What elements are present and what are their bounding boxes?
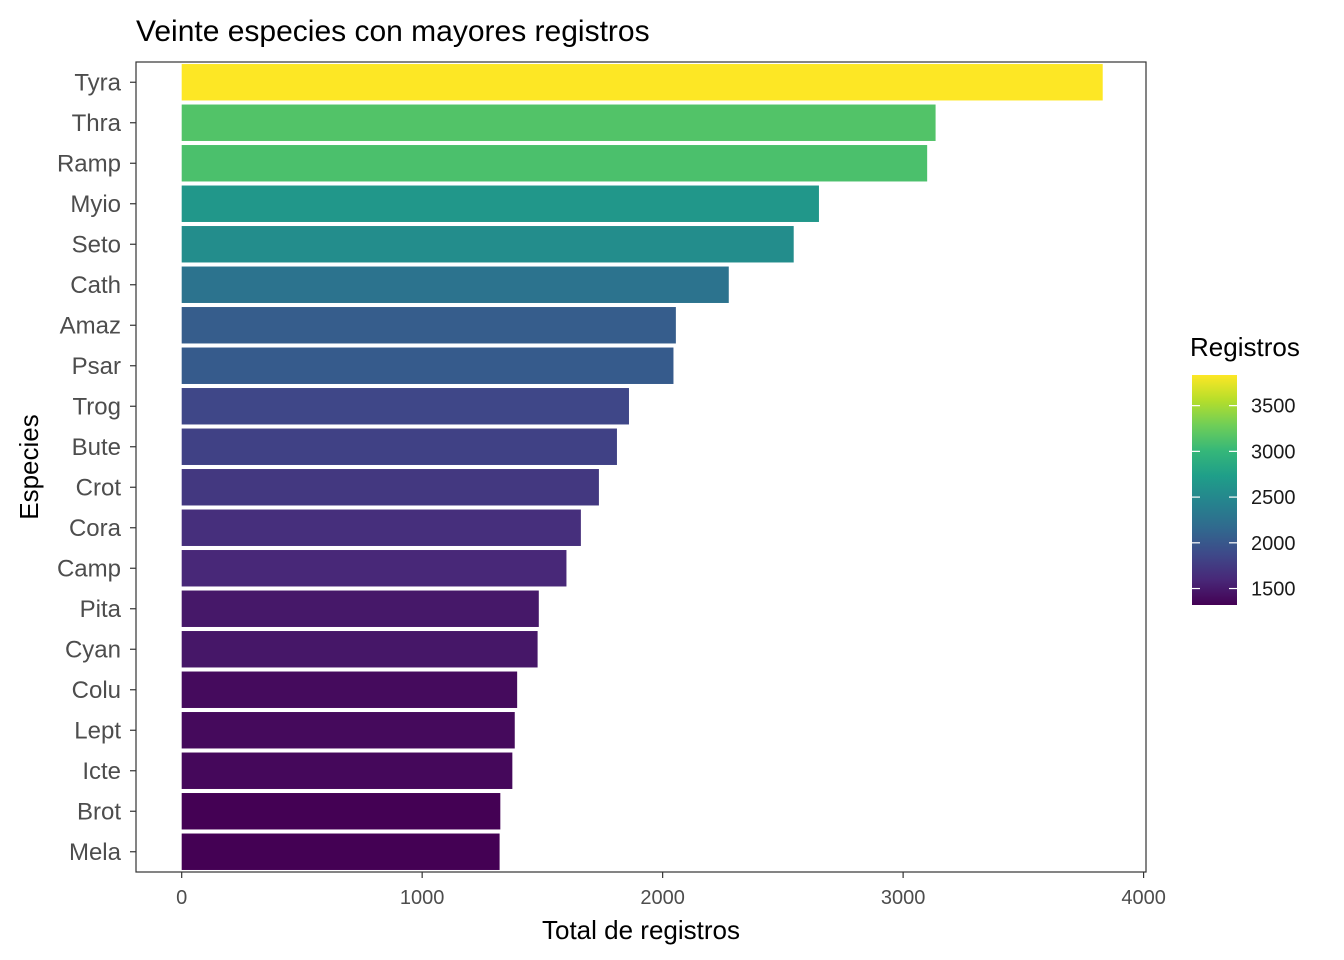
y-tick-label: Icte xyxy=(82,758,121,785)
y-tick-label: Cath xyxy=(70,272,121,299)
y-tick-label: Cora xyxy=(69,515,122,542)
y-axis: Tyra Thra Ramp Myio Seto Cath Amaz Psar Trog Bute… xyxy=(57,69,136,866)
colorbar xyxy=(1192,375,1237,605)
bar-seto xyxy=(181,226,794,263)
y-tick-label: Cyan xyxy=(65,636,121,663)
bar-icte xyxy=(181,752,513,789)
bar-amaz xyxy=(181,307,676,344)
bar-ramp xyxy=(181,145,928,182)
bar-brot xyxy=(181,793,501,830)
y-tick-label: Tyra xyxy=(74,69,121,96)
x-tick-label: 0 xyxy=(176,887,187,909)
y-tick-label: Camp xyxy=(57,555,121,582)
y-axis-title: Especies xyxy=(14,414,44,520)
bar-bute xyxy=(181,428,617,465)
legend-tick-label: 3000 xyxy=(1251,441,1296,463)
bar-tyra xyxy=(181,64,1103,101)
bar-myio xyxy=(181,185,819,222)
y-tick-label: Amaz xyxy=(60,312,121,339)
bar-camp xyxy=(181,550,567,587)
panel-border xyxy=(135,61,1147,873)
bar-colu xyxy=(181,671,518,708)
y-tick-label: Bute xyxy=(72,434,121,461)
y-tick-label: Seto xyxy=(72,231,121,258)
legend-tick-label: 2000 xyxy=(1251,533,1296,555)
x-tick-label: 3000 xyxy=(881,887,926,909)
y-tick-label: Crot xyxy=(76,474,122,501)
bar-thra xyxy=(181,104,936,141)
x-tick-label: 4000 xyxy=(1121,887,1166,909)
bar-mela xyxy=(181,833,500,870)
y-tick-label: Psar xyxy=(72,353,121,380)
bar-lept xyxy=(181,712,515,749)
legend-title: Registros xyxy=(1190,332,1300,362)
x-axis: 0 1000 2000 3000 4000 xyxy=(176,872,1166,909)
bars-group xyxy=(181,64,1103,870)
legend-ticks: 1500 2000 2500 3000 3500 xyxy=(1192,396,1296,601)
bar-cora xyxy=(181,509,581,546)
bar-pita xyxy=(181,590,539,627)
y-tick-label: Thra xyxy=(72,110,122,137)
y-tick-label: Brot xyxy=(77,798,121,825)
x-axis-title: Total de registros xyxy=(542,915,740,945)
x-tick-label: 2000 xyxy=(640,887,685,909)
x-tick-label: 1000 xyxy=(400,887,445,909)
chart-title: Veinte especies con mayores registros xyxy=(136,15,650,48)
bar-crot xyxy=(181,469,599,506)
bar-psar xyxy=(181,347,674,384)
legend-tick-label: 1500 xyxy=(1251,579,1296,601)
legend: Registros 1500 2000 2500 3000 3500 xyxy=(1190,332,1300,605)
bar-cath xyxy=(181,266,729,303)
bar-trog xyxy=(181,388,629,425)
y-tick-label: Lept xyxy=(74,717,121,744)
bar-cyan xyxy=(181,631,538,668)
y-tick-label: Pita xyxy=(80,596,122,623)
legend-tick-label: 3500 xyxy=(1251,396,1296,418)
y-tick-label: Ramp xyxy=(57,150,121,177)
y-tick-label: Trog xyxy=(73,393,121,420)
y-tick-label: Mela xyxy=(69,839,122,866)
legend-tick-label: 2500 xyxy=(1251,487,1296,509)
y-tick-label: Myio xyxy=(70,191,121,218)
y-tick-label: Colu xyxy=(72,677,121,704)
